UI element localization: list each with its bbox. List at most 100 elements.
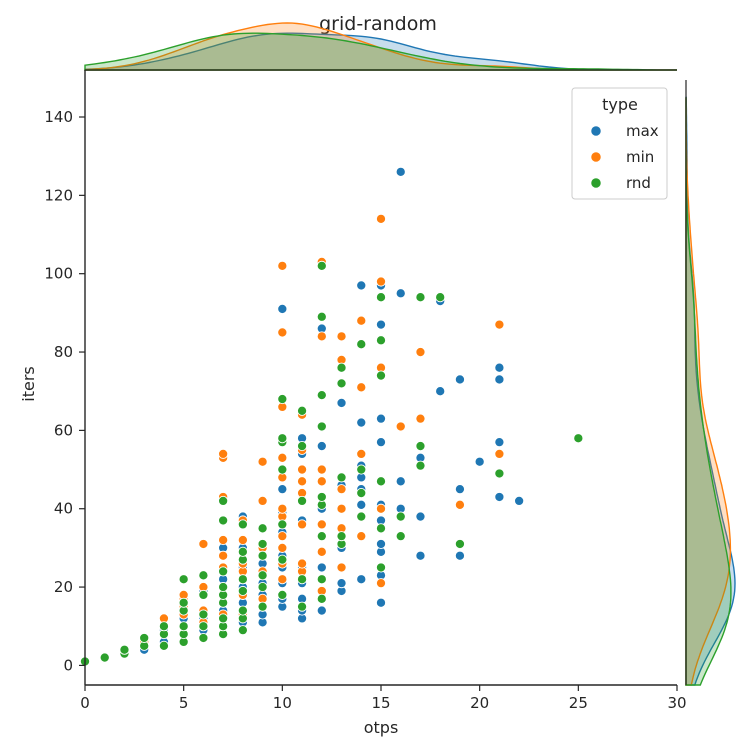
scatter-point-min [237, 535, 248, 546]
scatter-point-rnd [277, 464, 288, 475]
scatter-point-rnd [415, 460, 426, 471]
scatter-point-max [336, 397, 347, 409]
legend-marker-rnd [590, 177, 602, 189]
scatter-point-rnd [316, 531, 327, 542]
scatter-point-rnd [218, 515, 229, 526]
scatter-point-min [277, 260, 288, 271]
scatter-point-rnd [297, 574, 308, 585]
scatter-point-rnd [297, 441, 308, 452]
scatter-point-min [375, 213, 387, 224]
legend: type max min rnd [571, 87, 668, 200]
scatter-point-max [375, 437, 387, 448]
y-tick-label: 20 [54, 578, 73, 596]
x-tick-label: 5 [179, 694, 189, 712]
scatter-point-min [494, 319, 505, 330]
scatter-point-rnd [198, 609, 209, 620]
scatter-point-rnd [316, 311, 327, 322]
y-axis-label: iters [19, 366, 38, 401]
y-tick-label: 100 [44, 265, 73, 283]
scatter-point-min [297, 519, 308, 530]
scatter-point-rnd [178, 621, 189, 632]
scatter-point-min [316, 546, 327, 557]
legend-label-min: min [626, 148, 654, 166]
scatter-point-rnd [375, 523, 387, 534]
scatter-point-max [375, 319, 387, 330]
x-axis-ticks: 0 5 10 15 20 25 30 [80, 685, 687, 712]
scatter-point-min [198, 538, 209, 550]
x-tick-label: 15 [371, 694, 390, 712]
scatter-point-rnd [277, 554, 288, 565]
scatter-point-min [218, 448, 229, 459]
scatter-point-rnd [178, 574, 189, 585]
scatter-point-min [218, 535, 229, 546]
scatter-point-max [375, 413, 387, 424]
scatter-point-max [356, 417, 367, 428]
scatter-point-rnd [178, 597, 189, 608]
scatter-point-max [494, 437, 505, 448]
scatter-point-max [356, 574, 367, 585]
scatter-point-rnd [336, 472, 347, 483]
scatter-point-max [415, 511, 426, 522]
scatter-point-rnd [297, 405, 308, 416]
scatter-point-min [415, 413, 426, 424]
scatter-point-rnd [316, 574, 327, 585]
scatter-point-rnd [375, 335, 387, 346]
scatter-point-max [375, 538, 387, 550]
scatter-point-min [277, 503, 288, 514]
scatter-point-max [356, 499, 367, 510]
scatter-point-min [297, 476, 308, 487]
top-kde-rnd [84, 32, 678, 71]
scatter-point-min [356, 448, 367, 459]
legend-marker-min [590, 151, 602, 163]
scatter-point-min [454, 499, 465, 510]
legend-label-rnd: rnd [626, 174, 651, 192]
scatter-point-min [297, 464, 308, 475]
scatter-point-rnd [316, 390, 327, 401]
scatter-point-rnd [356, 464, 367, 475]
scatter-point-rnd [257, 582, 268, 593]
right-kde-rnd [685, 97, 732, 686]
scatter-point-max [316, 562, 327, 573]
scatter-point-rnd [158, 621, 169, 632]
scatter-point-rnd [257, 550, 268, 561]
y-tick-label: 80 [54, 343, 73, 361]
scatter-point-rnd [257, 523, 268, 534]
scatter-point-min [375, 503, 387, 514]
scatter-point-rnd [356, 511, 367, 522]
scatter-point-rnd [119, 644, 130, 655]
scatter-point-rnd [415, 292, 426, 303]
scatter-point-max [395, 288, 406, 299]
scatter-point-max [316, 441, 327, 452]
scatter-point-rnd [395, 531, 406, 542]
scatter-point-rnd [218, 495, 229, 506]
right-marginal-kde [685, 80, 736, 686]
scatter-point-rnd [316, 260, 327, 271]
scatter-point-min [375, 276, 387, 287]
scatter-point-rnd [336, 378, 347, 389]
top-marginal-kde [84, 22, 678, 71]
scatter-point-min [336, 562, 347, 573]
y-tick-label: 60 [54, 421, 73, 439]
scatter-point-rnd [573, 433, 584, 444]
scatter-point-min [494, 448, 505, 459]
scatter-point-min [277, 327, 288, 338]
scatter-point-max [514, 495, 525, 506]
y-axis-ticks: 0 20 40 60 80 100 120 140 [44, 108, 85, 674]
scatter-point-min [395, 421, 406, 432]
scatter-point-min [316, 476, 327, 487]
scatter-point-min [277, 542, 288, 553]
scatter-point-rnd [356, 339, 367, 350]
scatter-point-min [218, 550, 229, 561]
scatter-point-min [257, 456, 268, 467]
scatter-point-rnd [237, 605, 248, 616]
scatter-point-rnd [375, 476, 387, 487]
scatter-point-rnd [435, 292, 446, 303]
scatter-point-max [316, 605, 327, 616]
scatter-point-min [277, 574, 288, 585]
scatter-point-rnd [336, 531, 347, 542]
legend-marker-max [590, 125, 602, 137]
scatter-point-rnd [395, 511, 406, 522]
scatter-point-rnd [237, 585, 248, 597]
scatter-point-rnd [336, 362, 347, 373]
